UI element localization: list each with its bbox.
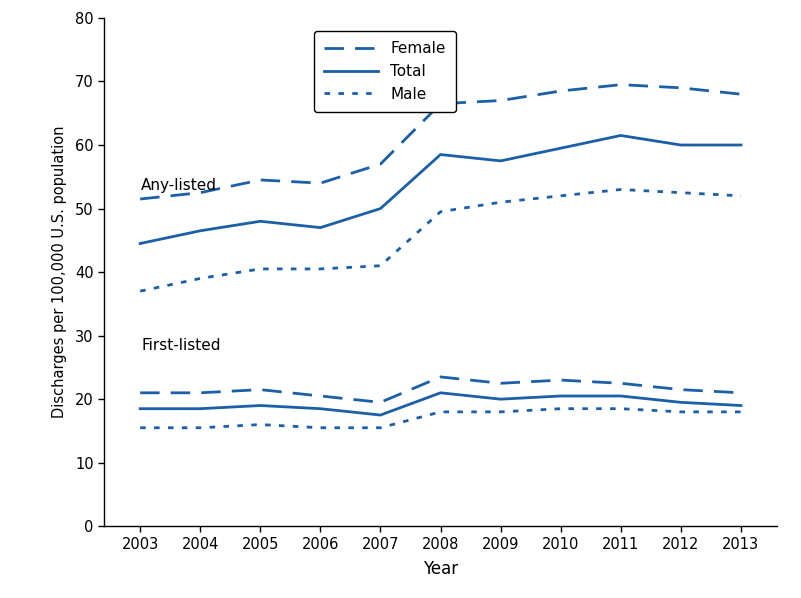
- Female: [676, 84, 686, 91]
- Text: First-listed: First-listed: [141, 338, 220, 353]
- Female: [376, 160, 385, 167]
- Female: [616, 81, 626, 89]
- Male: [135, 288, 145, 295]
- Total: [616, 132, 626, 139]
- Female: [316, 179, 325, 187]
- Female: [556, 87, 566, 94]
- Y-axis label: Discharges per 100,000 U.S. population: Discharges per 100,000 U.S. population: [51, 126, 66, 419]
- Total: [676, 142, 686, 149]
- Male: [256, 266, 265, 273]
- Male: [195, 275, 205, 282]
- Total: [376, 205, 385, 212]
- Male: [436, 208, 445, 215]
- Female: [256, 176, 265, 184]
- Male: [736, 193, 746, 200]
- Female: [195, 189, 205, 196]
- Line: Male: Male: [140, 190, 741, 291]
- Text: Any-listed: Any-listed: [141, 178, 217, 193]
- Male: [556, 193, 566, 200]
- Line: Female: Female: [140, 85, 741, 199]
- Total: [436, 151, 445, 158]
- X-axis label: Year: Year: [423, 560, 458, 578]
- Female: [736, 90, 746, 97]
- Male: [616, 186, 626, 193]
- Male: [376, 262, 385, 269]
- Total: [556, 145, 566, 152]
- Total: [195, 227, 205, 234]
- Line: Total: Total: [140, 136, 741, 243]
- Female: [496, 97, 505, 104]
- Male: [496, 199, 505, 206]
- Female: [436, 100, 445, 107]
- Legend: Female, Total, Male: Female, Total, Male: [314, 30, 456, 112]
- Total: [736, 142, 746, 149]
- Total: [316, 224, 325, 231]
- Total: [135, 240, 145, 247]
- Total: [496, 157, 505, 164]
- Female: [135, 196, 145, 203]
- Male: [316, 266, 325, 273]
- Total: [256, 218, 265, 225]
- Male: [676, 189, 686, 196]
